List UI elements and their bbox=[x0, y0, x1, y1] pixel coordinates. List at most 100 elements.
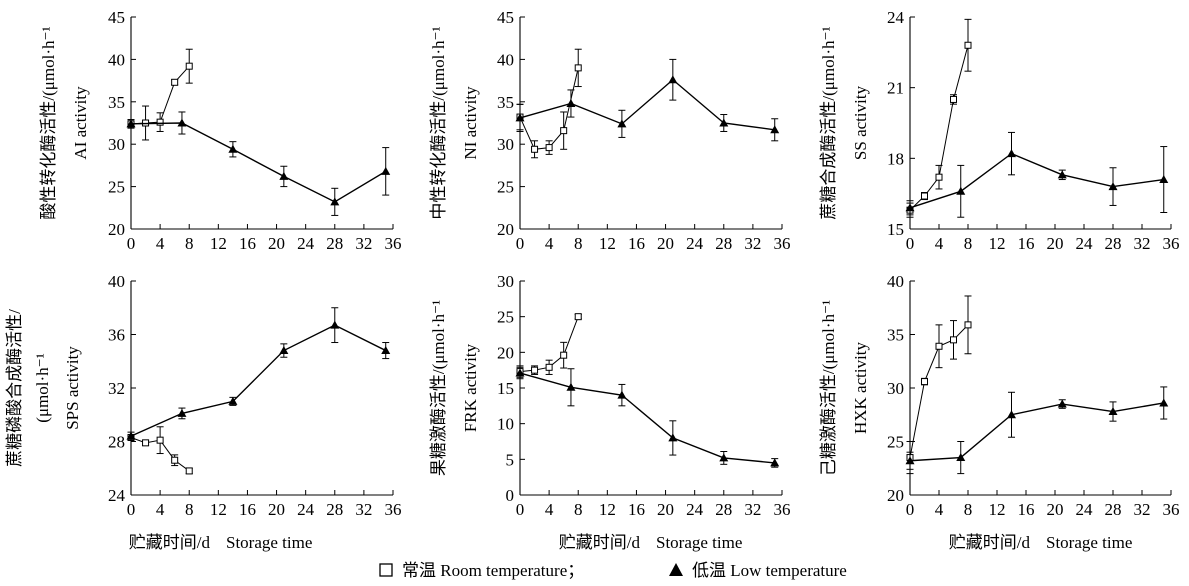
y-tick-label: 35 bbox=[887, 326, 904, 345]
x-tick-label: 36 bbox=[774, 234, 791, 253]
data-point-square bbox=[185, 62, 193, 70]
x-axis-label-cn-1: 贮藏时间/d bbox=[129, 533, 211, 552]
y-axis-title-cn: 酸性转化酶活性/(μmol·h⁻¹ bbox=[39, 26, 58, 219]
x-tick-label: 36 bbox=[1163, 234, 1180, 253]
x-tick-label: 20 bbox=[657, 234, 674, 253]
legend: 常温 Room temperature； 低温 Low temperature bbox=[379, 561, 847, 580]
series-line bbox=[519, 78, 775, 131]
y-tick-label: 20 bbox=[497, 220, 514, 239]
x-tick-label: 20 bbox=[1047, 500, 1064, 519]
y-tick-label: 40 bbox=[887, 272, 904, 291]
series-room-temperature bbox=[516, 313, 582, 378]
x-tick-label: 8 bbox=[185, 234, 194, 253]
x-tick-label: 8 bbox=[964, 500, 973, 519]
data-point-square bbox=[171, 456, 179, 464]
x-tick-label: 36 bbox=[774, 500, 791, 519]
x-axis-label-cn-2: 贮藏时间/d bbox=[559, 533, 641, 552]
data-point-square bbox=[574, 313, 582, 321]
series-room-temperature bbox=[906, 295, 972, 475]
x-tick-label: 32 bbox=[355, 500, 372, 519]
chart-panel-4: 24 28 32 36 40 0 4 8 12 16 20 24 28 32 36 蔗糖磷酸合成酶活性/ (μm… bbox=[5, 272, 402, 519]
x-tick-label: 24 bbox=[1076, 500, 1094, 519]
y-axis-title-cn: 己糖激酶活性/(μmol·h⁻¹ bbox=[819, 300, 838, 476]
y-axis-title-en: HXK activity bbox=[851, 341, 870, 434]
x-tick-label: 24 bbox=[686, 500, 704, 519]
x-tick-label: 16 bbox=[1018, 234, 1035, 253]
series-low-temperature bbox=[515, 366, 780, 468]
x-tick-label: 4 bbox=[935, 234, 944, 253]
chart-panel-5: 0 5 10 15 20 25 30 0 4 8 12 16 20 24 28 32 36 果糖激酶活性/(μmo… bbox=[429, 272, 791, 519]
data-point-square bbox=[545, 363, 553, 371]
x-tick-label: 12 bbox=[210, 500, 227, 519]
x-tick-label: 28 bbox=[715, 234, 732, 253]
x-tick-label: 8 bbox=[185, 500, 194, 519]
y-tick-label: 20 bbox=[887, 486, 904, 505]
data-point-triangle bbox=[617, 119, 627, 128]
y-tick-label: 15 bbox=[887, 220, 904, 239]
series-line bbox=[130, 122, 387, 203]
x-tick-label: 0 bbox=[127, 234, 136, 253]
y-tick-label: 32 bbox=[108, 379, 125, 398]
data-point-triangle bbox=[566, 98, 576, 107]
x-tick-label: 16 bbox=[628, 500, 645, 519]
x-tick-label: 24 bbox=[297, 234, 315, 253]
y-axis-title-cn: 中性转化酶活性/(μmol·h⁻¹ bbox=[429, 26, 448, 219]
x-tick-label: 12 bbox=[599, 500, 616, 519]
legend-low-label: 低温 Low temperature bbox=[692, 561, 847, 580]
y-axis-title-cn-2: (μmol·h⁻¹ bbox=[33, 353, 52, 422]
series-line bbox=[519, 67, 579, 150]
data-point-triangle bbox=[381, 166, 391, 175]
series-low-temperature bbox=[515, 58, 780, 142]
x-tick-label: 32 bbox=[744, 500, 761, 519]
x-tick-label: 20 bbox=[1047, 234, 1064, 253]
y-tick-label: 30 bbox=[887, 379, 904, 398]
data-point-triangle bbox=[177, 408, 187, 417]
x-tick-label: 12 bbox=[210, 234, 227, 253]
x-tick-label: 4 bbox=[545, 500, 554, 519]
x-axis-label-en-2: Storage time bbox=[656, 533, 742, 552]
data-point-triangle bbox=[1057, 399, 1067, 408]
data-point-triangle bbox=[956, 453, 966, 462]
data-point-triangle bbox=[228, 144, 238, 153]
y-axis-title-cn: 果糖激酶活性/(μmol·h⁻¹ bbox=[429, 300, 448, 476]
series-line bbox=[909, 402, 1164, 462]
y-tick-label: 36 bbox=[108, 326, 125, 345]
data-point-triangle bbox=[381, 346, 391, 355]
chart-panel-6: 20 25 30 35 40 0 4 8 12 16 20 24 28 32 36 己糖激酶活性/(μmol·… bbox=[819, 272, 1180, 519]
data-point-square bbox=[935, 173, 943, 181]
y-tick-label: 25 bbox=[887, 433, 904, 452]
legend-low-marker-triangle-icon bbox=[669, 563, 683, 576]
y-axis-title-cn: 蔗糖合成酶活性/(μmol·h⁻¹ bbox=[819, 26, 838, 219]
data-point-square bbox=[560, 127, 568, 135]
y-tick-label: 30 bbox=[108, 135, 125, 154]
data-point-square bbox=[185, 467, 193, 475]
y-tick-label: 18 bbox=[887, 149, 904, 168]
x-tick-label: 20 bbox=[268, 500, 285, 519]
x-tick-label: 32 bbox=[1134, 500, 1151, 519]
chart-panel-3: 15 18 21 24 0 4 8 12 16 20 24 28 32 36 蔗糖合成酶活性/(μmol·h… bbox=[819, 8, 1180, 253]
y-tick-label: 45 bbox=[108, 8, 125, 27]
data-point-square bbox=[531, 366, 539, 374]
x-tick-label: 12 bbox=[989, 234, 1006, 253]
data-point-triangle bbox=[770, 458, 780, 467]
x-tick-label: 28 bbox=[1105, 234, 1122, 253]
x-tick-label: 4 bbox=[545, 234, 554, 253]
x-tick-label: 0 bbox=[516, 234, 525, 253]
series-room-temperature bbox=[906, 18, 972, 218]
data-point-triangle bbox=[905, 203, 915, 212]
data-point-triangle bbox=[228, 396, 238, 405]
data-point-triangle bbox=[1108, 407, 1118, 416]
x-tick-label: 32 bbox=[744, 234, 761, 253]
y-tick-label: 0 bbox=[506, 486, 515, 505]
series-line bbox=[519, 372, 775, 464]
y-axis-title-en: NI activity bbox=[461, 86, 480, 160]
data-point-square bbox=[560, 351, 568, 359]
series-low-temperature bbox=[905, 386, 1169, 475]
data-point-triangle bbox=[515, 368, 525, 377]
data-point-triangle bbox=[1057, 170, 1067, 179]
y-axis-title-en: SPS activity bbox=[63, 346, 82, 430]
series-low-temperature bbox=[126, 111, 391, 216]
y-tick-label: 30 bbox=[497, 272, 514, 291]
